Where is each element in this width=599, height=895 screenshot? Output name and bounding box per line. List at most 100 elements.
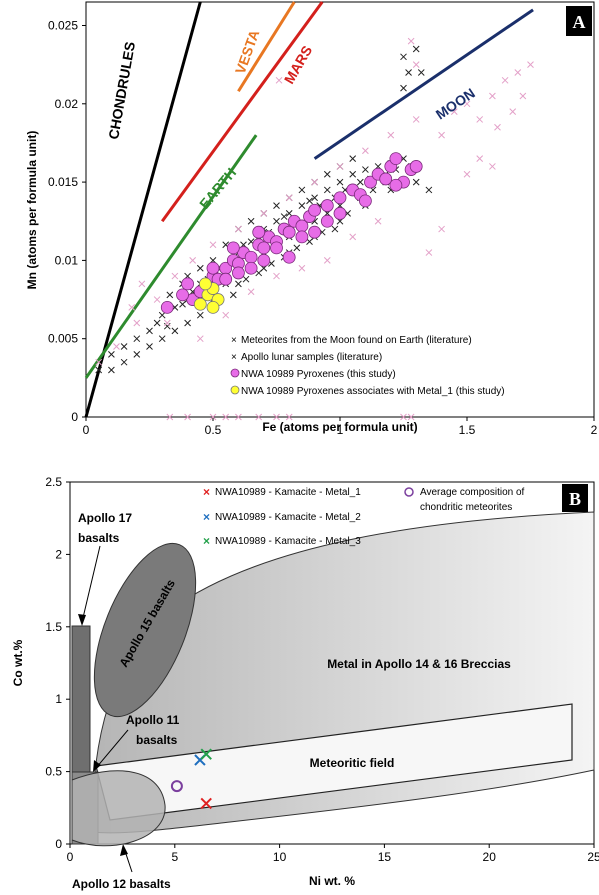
data-point: [489, 163, 496, 170]
region-label-meteoritic: Meteoritic field: [310, 756, 395, 770]
data-point: [108, 366, 115, 374]
data-point: [311, 194, 318, 202]
data-point: [489, 92, 496, 100]
data-point: [235, 280, 242, 288]
y-axis-label-b: Co wt.%: [11, 639, 25, 686]
data-point: [244, 261, 258, 275]
data-point: [336, 178, 344, 186]
data-point: [200, 748, 212, 760]
data-point: [349, 233, 357, 241]
x-tick-label: 5: [171, 850, 178, 864]
data-point: [509, 108, 517, 115]
pointer-apollo-17-head: [78, 614, 86, 626]
legend-label-line1: Average composition of: [420, 487, 525, 498]
x-tick-label: 0: [67, 850, 74, 864]
data-point: [412, 61, 420, 68]
y-tick-label: 0: [71, 410, 78, 424]
data-point: [270, 241, 283, 255]
field-apollo-15-basalts: [93, 542, 197, 718]
trend-line-earth: [84, 134, 258, 379]
x-tick-label: 20: [483, 850, 497, 864]
data-point: [527, 61, 534, 68]
data-point: [198, 277, 212, 291]
data-point: [323, 257, 331, 264]
data-point: [257, 241, 271, 255]
region-label-breccias: Metal in Apollo 14 & 16 Breccias: [327, 657, 511, 671]
data-point: [356, 178, 364, 186]
x-tick-label: 0.5: [205, 423, 222, 437]
data-point: [349, 155, 357, 162]
data-point: [108, 351, 115, 358]
region-label-apollo-12: Apollo 12 basalts: [72, 877, 171, 891]
data-point: [196, 311, 204, 319]
region-label-apollo-11-line2: basalts: [136, 733, 178, 747]
data-point: [128, 304, 136, 311]
legend-label: Meteorites from the Moon found on Earth …: [241, 335, 472, 346]
pointer-apollo-17: [81, 545, 101, 623]
data-point: [206, 300, 220, 314]
data-point: [409, 160, 423, 173]
panel-badge-b: [562, 484, 588, 512]
data-point: [293, 244, 301, 252]
legend-label: NWA 10989 Pyroxenes associates with Meta…: [241, 386, 505, 397]
panel-a: 0 0.005 0.01 0.015 0.02 0.025 0 0.5 1 1.5 2 Fe (a…: [25, 1, 598, 437]
data-point: [273, 202, 280, 209]
y-tick-label: 1: [55, 692, 62, 706]
y-tick-label: 0.01: [55, 253, 79, 267]
data-point: [476, 116, 484, 123]
data-point: [308, 203, 322, 217]
data-point: [133, 319, 141, 327]
trend-line-mars: [160, 1, 324, 223]
data-point: [320, 199, 334, 212]
points-a: [95, 37, 534, 421]
data-point: [196, 264, 204, 272]
legend-marker: ×: [203, 485, 210, 499]
data-point: [425, 186, 433, 194]
data-point: [163, 319, 171, 327]
data-point: [133, 335, 141, 343]
data-point: [417, 69, 425, 76]
data-point: [260, 210, 268, 217]
data-point: [407, 37, 415, 45]
data-point: [257, 253, 271, 267]
panel-b: 0 0.5 1 1.5 2 2.5 0 5 10 15 20 25 Ni wt. % Co wt.%…: [11, 475, 599, 891]
data-point: [247, 288, 255, 296]
data-point: [438, 131, 445, 139]
data-point: [95, 358, 103, 366]
data-point: [282, 225, 296, 239]
data-point: [189, 257, 197, 264]
legend-marker: ×: [231, 352, 237, 363]
data-point: [336, 163, 344, 170]
data-point: [412, 116, 420, 123]
data-point: [400, 84, 407, 92]
region-label-apollo-17-line1: Apollo 17: [78, 511, 132, 525]
legend-marker: [230, 385, 240, 395]
data-point: [407, 413, 415, 421]
data-point: [362, 166, 369, 173]
data-point: [252, 225, 266, 239]
data-point: [184, 319, 191, 327]
data-point: [476, 155, 484, 162]
panel-badge-a-text: A: [573, 12, 586, 32]
data-point: [219, 272, 233, 286]
data-point: [298, 186, 306, 194]
data-point: [171, 327, 179, 335]
data-point: [282, 250, 296, 264]
data-point: [389, 178, 403, 192]
legend-marker: ×: [203, 510, 210, 524]
data-point: [181, 277, 195, 291]
data-point: [514, 69, 522, 76]
x-tick-label: 2: [591, 423, 598, 437]
data-point: [95, 366, 103, 374]
y-ticks-a: 0 0.005 0.01 0.015 0.02 0.025: [48, 18, 86, 424]
data-point: [323, 170, 331, 178]
x-tick-label: 1: [337, 423, 344, 437]
field-regions-b: [71, 511, 595, 847]
data-point: [244, 250, 258, 264]
trend-line-chondrules: [84, 1, 202, 418]
data-point: [242, 275, 250, 283]
data-point: [298, 264, 306, 272]
data-point: [158, 311, 166, 319]
data-point: [400, 413, 407, 421]
data-point: [231, 266, 245, 280]
